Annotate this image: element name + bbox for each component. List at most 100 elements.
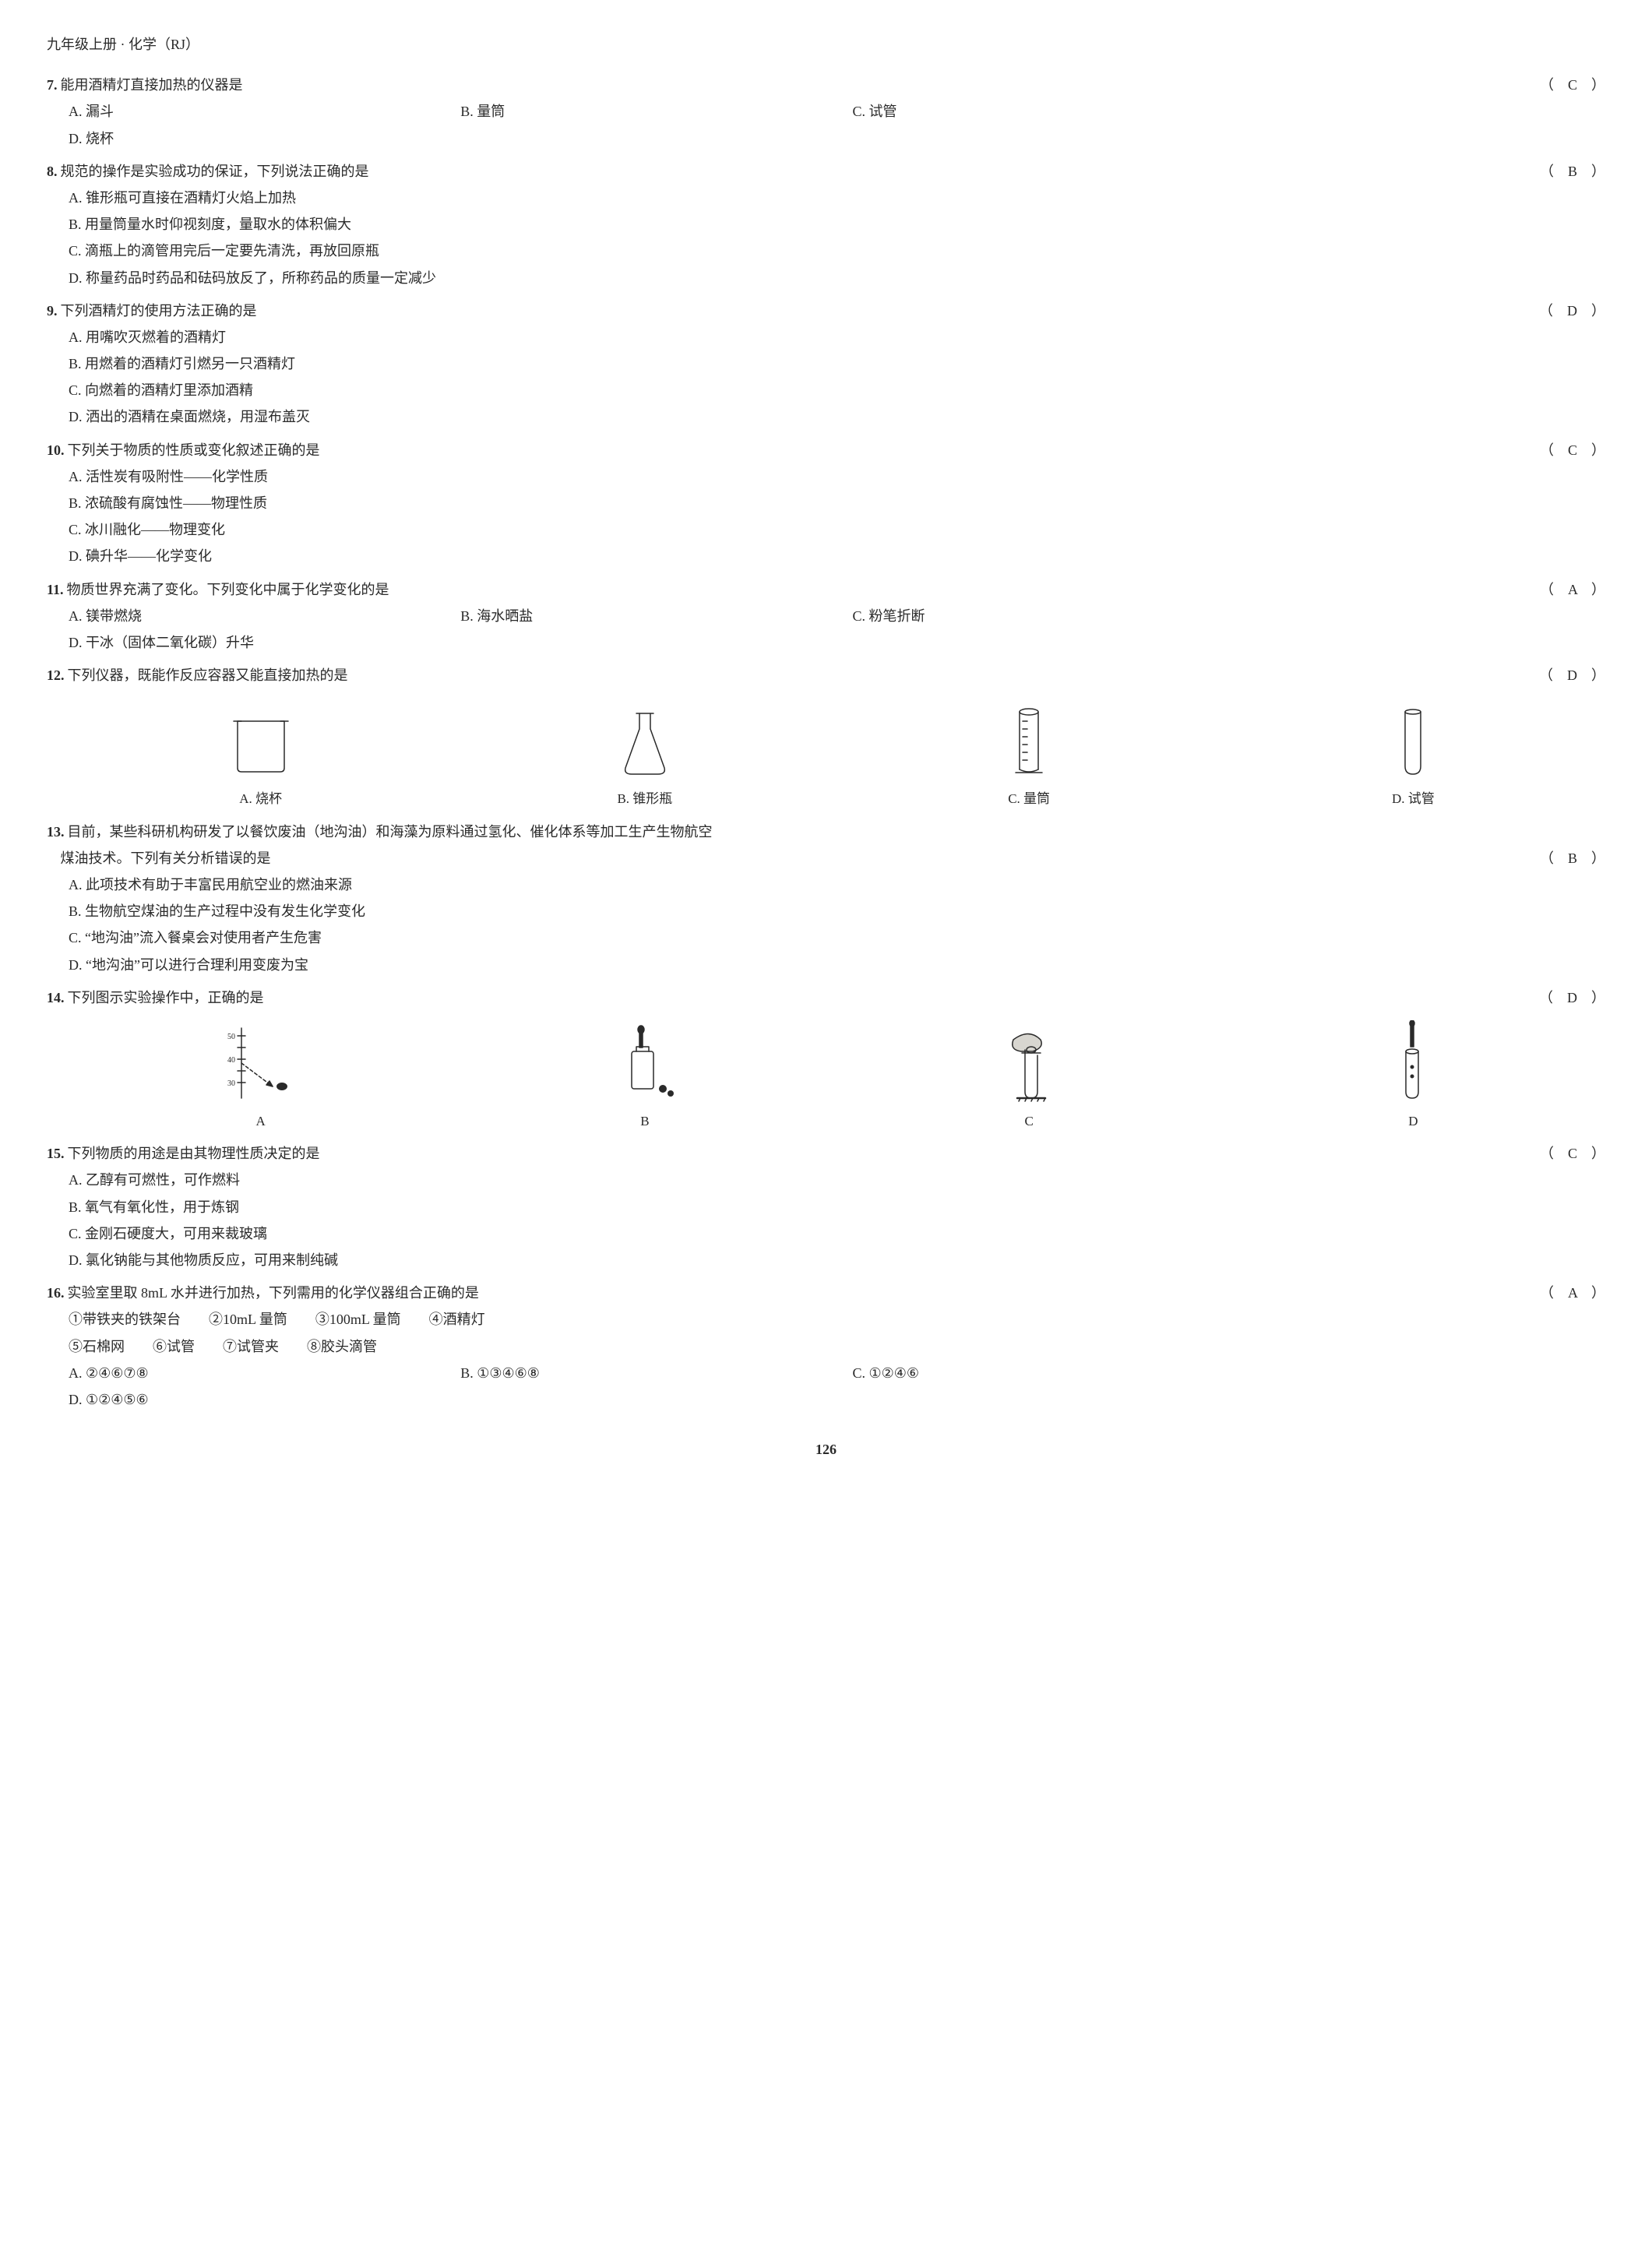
scale-read-icon: 50 40 30 bbox=[69, 1020, 453, 1106]
option: B. ①③④⑥⑧ bbox=[460, 1360, 852, 1386]
image-option-label: A bbox=[69, 1109, 453, 1134]
question-stem: 14.下列图示实验操作中，正确的是（ D ） bbox=[47, 984, 1605, 1011]
image-option: A. 烧杯 bbox=[69, 698, 453, 812]
question-number: 14. bbox=[47, 984, 65, 1011]
answer-blank: （ D ） bbox=[1539, 662, 1605, 688]
svg-text:40: 40 bbox=[227, 1056, 235, 1065]
question-number: 9. bbox=[47, 298, 58, 324]
svg-text:50: 50 bbox=[227, 1033, 235, 1041]
option: A. 用嘴吹灭燃着的酒精灯 bbox=[69, 324, 845, 350]
option: C. 试管 bbox=[853, 98, 1245, 125]
question: 7.能用酒精灯直接加热的仪器是（ C ）A. 漏斗B. 量筒C. 试管D. 烧杯 bbox=[47, 72, 1605, 152]
image-option-label: A. 烧杯 bbox=[69, 787, 453, 812]
testtube-icon bbox=[1221, 698, 1605, 783]
roman-item-line: ①带铁夹的铁架台 ②10mL 量筒 ③100mL 量筒 ④酒精灯 bbox=[47, 1306, 1605, 1333]
image-option-label: B bbox=[453, 1109, 837, 1134]
options-row: A. 锥形瓶可直接在酒精灯火焰上加热B. 用量筒量水时仰视刻度，量取水的体积偏大… bbox=[47, 185, 1605, 291]
option: B. 生物航空煤油的生产过程中没有发生化学变化 bbox=[69, 898, 845, 924]
option: B. 量筒 bbox=[460, 98, 852, 125]
question-stem: 15.下列物质的用途是由其物理性质决定的是 （ C ） bbox=[47, 1140, 1605, 1167]
roman-item-line: ⑤石棉网 ⑥试管 ⑦试管夹 ⑧胶头滴管 bbox=[47, 1333, 1605, 1360]
image-option: 50 40 30 A bbox=[69, 1020, 453, 1134]
option: D. 洒出的酒精在桌面燃烧，用湿布盖灭 bbox=[69, 403, 845, 430]
answer-blank: （ C ） bbox=[1540, 1140, 1605, 1167]
question: 16.实验室里取 8mL 水并进行加热，下列需用的化学仪器组合正确的是（ A ）… bbox=[47, 1280, 1605, 1413]
question-text: 物质世界充满了变化。下列变化中属于化学变化的是 bbox=[67, 576, 1524, 603]
option: C. “地沟油”流入餐桌会对使用者产生危害 bbox=[69, 924, 845, 951]
answer-blank: （ C ） bbox=[1540, 72, 1605, 98]
option: B. 用燃着的酒精灯引燃另一只酒精灯 bbox=[69, 350, 845, 377]
question: 12.下列仪器，既能作反应容器又能直接加热的是（ D ） A. 烧杯 B. 锥形… bbox=[47, 662, 1605, 812]
question-text: 规范的操作是实验成功的保证，下列说法正确的是 bbox=[61, 158, 1524, 185]
image-option-label: B. 锥形瓶 bbox=[453, 787, 837, 812]
image-option: B bbox=[453, 1020, 837, 1134]
question-text: 下列酒精灯的使用方法正确的是 bbox=[61, 298, 1524, 324]
option: A. 镁带燃烧 bbox=[69, 603, 460, 629]
beaker-icon bbox=[69, 698, 453, 783]
option: C. 金刚石硬度大，可用来裁玻璃 bbox=[69, 1220, 845, 1247]
question-text: 下列关于物质的性质或变化叙述正确的是 bbox=[68, 437, 1524, 463]
image-option: D. 试管 bbox=[1221, 698, 1605, 812]
indent bbox=[47, 845, 58, 871]
answer-blank: （ D ） bbox=[1539, 298, 1605, 324]
option: D. 称量药品时药品和砝码放反了，所称药品的质量一定减少 bbox=[69, 265, 1613, 291]
question-number: 7. bbox=[47, 72, 58, 98]
image-option-label: D. 试管 bbox=[1221, 787, 1605, 812]
option: A. 乙醇有可燃性，可作燃料 bbox=[69, 1167, 845, 1193]
question-number: 13. bbox=[47, 819, 65, 845]
flask-icon bbox=[453, 698, 837, 783]
option: A. 漏斗 bbox=[69, 98, 460, 125]
image-option: D bbox=[1221, 1020, 1605, 1134]
question-number: 12. bbox=[47, 662, 65, 688]
question-stem: 9.下列酒精灯的使用方法正确的是 （ D ） bbox=[47, 298, 1605, 324]
option: D. ①②④⑤⑥ bbox=[69, 1386, 460, 1413]
answer-blank: （ D ） bbox=[1539, 984, 1605, 1011]
page-number: 126 bbox=[47, 1436, 1605, 1463]
option: A. 此项技术有助于丰富民用航空业的燃油来源 bbox=[69, 871, 845, 898]
image-options-row: A. 烧杯 B. 锥形瓶 C. 量筒 D. 试管 bbox=[47, 698, 1605, 812]
option: C. 滴瓶上的滴管用完后一定要先清洗，再放回原瓶 bbox=[69, 238, 1613, 264]
option: B. 海水晒盐 bbox=[460, 603, 852, 629]
question-text: 实验室里取 8mL 水并进行加热，下列需用的化学仪器组合正确的是 bbox=[68, 1280, 1524, 1306]
question: 8.规范的操作是实验成功的保证，下列说法正确的是（ B ）A. 锥形瓶可直接在酒… bbox=[47, 158, 1605, 291]
option: C. 冰川融化——物理变化 bbox=[69, 516, 845, 543]
question-text: 下列物质的用途是由其物理性质决定的是 bbox=[68, 1140, 1524, 1167]
option: D. 碘升华——化学变化 bbox=[69, 543, 845, 569]
option: A. 活性炭有吸附性——化学性质 bbox=[69, 463, 845, 490]
option: C. 粉笔折断 bbox=[853, 603, 1245, 629]
question-number: 15. bbox=[47, 1140, 65, 1167]
question-stem-line: 煤油技术。下列有关分析错误的是 （ B ） bbox=[47, 845, 1605, 871]
option: D. “地沟油”可以进行合理利用变废为宝 bbox=[69, 952, 845, 978]
option: C. ①②④⑥ bbox=[853, 1360, 1245, 1386]
image-option: B. 锥形瓶 bbox=[453, 698, 837, 812]
question-number: 10. bbox=[47, 437, 65, 463]
answer-blank: （ B ） bbox=[1540, 845, 1605, 871]
option: A. ②④⑥⑦⑧ bbox=[69, 1360, 460, 1386]
question-stem: 11.物质世界充满了变化。下列变化中属于化学变化的是（ A ） bbox=[47, 576, 1605, 603]
image-option: C. 量筒 bbox=[837, 698, 1221, 812]
options-row: A. ②④⑥⑦⑧B. ①③④⑥⑧C. ①②④⑥ D. ①②④⑤⑥ bbox=[47, 1360, 1605, 1413]
options-row: A. 漏斗B. 量筒C. 试管 D. 烧杯 bbox=[47, 98, 1605, 151]
answer-blank: （ C ） bbox=[1540, 437, 1605, 463]
options-row: A. 用嘴吹灭燃着的酒精灯B. 用燃着的酒精灯引燃另一只酒精灯C. 向燃着的酒精… bbox=[47, 324, 1605, 431]
options-row: A. 活性炭有吸附性——化学性质B. 浓硫酸有腐蚀性——物理性质C. 冰川融化—… bbox=[47, 463, 1605, 570]
options-row: A. 乙醇有可燃性，可作燃料B. 氧气有氧化性，用于炼钢C. 金刚石硬度大，可用… bbox=[47, 1167, 1605, 1273]
page-header: 九年级上册 · 化学（RJ） bbox=[47, 31, 1605, 58]
option: B. 浓硫酸有腐蚀性——物理性质 bbox=[69, 490, 845, 516]
question-text: 目前，某些科研机构研发了以餐饮废油（地沟油）和海藻为原料通过氢化、催化体系等加工… bbox=[68, 819, 1606, 845]
question: 9.下列酒精灯的使用方法正确的是（ D ）A. 用嘴吹灭燃着的酒精灯B. 用燃着… bbox=[47, 298, 1605, 431]
question: 15.下列物质的用途是由其物理性质决定的是（ C ）A. 乙醇有可燃性，可作燃料… bbox=[47, 1140, 1605, 1273]
option: B. 氧气有氧化性，用于炼钢 bbox=[69, 1194, 845, 1220]
dropper-bottle-icon bbox=[453, 1020, 837, 1106]
question-stem: 10.下列关于物质的性质或变化叙述正确的是 （ C ） bbox=[47, 437, 1605, 463]
question: 14.下列图示实验操作中，正确的是（ D ） 50 40 30 A bbox=[47, 984, 1605, 1134]
option: D. 干冰（固体二氧化碳）升华 bbox=[69, 629, 460, 656]
question-text: 煤油技术。下列有关分析错误的是 bbox=[61, 845, 1524, 871]
option: D. 氯化钠能与其他物质反应，可用来制纯碱 bbox=[69, 1247, 845, 1273]
option: B. 用量筒量水时仰视刻度，量取水的体积偏大 bbox=[69, 211, 1613, 238]
question: 11.物质世界充满了变化。下列变化中属于化学变化的是（ A ）A. 镁带燃烧B.… bbox=[47, 576, 1605, 657]
option: D. 烧杯 bbox=[69, 125, 460, 152]
question-stem: 16.实验室里取 8mL 水并进行加热，下列需用的化学仪器组合正确的是（ A ） bbox=[47, 1280, 1605, 1306]
question: 10.下列关于物质的性质或变化叙述正确的是（ C ）A. 活性炭有吸附性——化学… bbox=[47, 437, 1605, 570]
answer-blank: （ A ） bbox=[1540, 1280, 1605, 1306]
